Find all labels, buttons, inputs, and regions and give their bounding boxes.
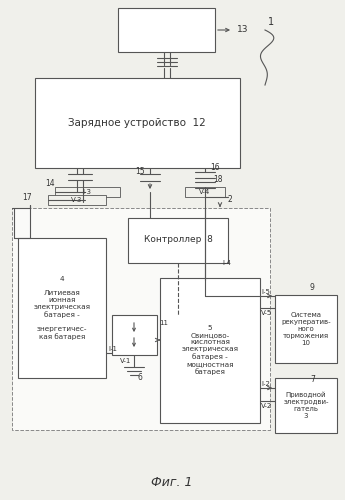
- Text: Система
рекуператив-
ного
торможения
10: Система рекуператив- ного торможения 10: [281, 312, 331, 346]
- Bar: [12, 208, 270, 430]
- Text: 2: 2: [228, 196, 233, 204]
- Text: 17: 17: [22, 194, 32, 202]
- Text: I-5: I-5: [261, 289, 270, 295]
- Text: 6: 6: [137, 372, 142, 382]
- Bar: [55, 187, 120, 197]
- Text: I-1: I-1: [108, 346, 117, 352]
- Text: 7: 7: [310, 376, 315, 384]
- Text: 14: 14: [45, 178, 55, 188]
- Text: 15: 15: [135, 168, 145, 176]
- Bar: [128, 218, 228, 263]
- Text: 16: 16: [210, 164, 220, 172]
- Bar: [185, 187, 225, 197]
- Text: V-3: V-3: [71, 197, 83, 203]
- Text: 18: 18: [213, 176, 223, 184]
- Bar: [275, 378, 337, 433]
- Text: Контроллер  8: Контроллер 8: [144, 236, 213, 244]
- Bar: [112, 315, 157, 355]
- Text: V-2: V-2: [261, 403, 272, 409]
- Text: I-4: I-4: [222, 260, 231, 266]
- Text: Зарядное устройство  12: Зарядное устройство 12: [68, 118, 206, 128]
- Text: I-3: I-3: [82, 189, 91, 195]
- Bar: [160, 278, 260, 423]
- Bar: [48, 195, 106, 205]
- Text: Фиг. 1: Фиг. 1: [151, 476, 193, 488]
- Text: I-2: I-2: [261, 381, 270, 387]
- Text: V-1: V-1: [120, 358, 132, 364]
- Bar: [18, 238, 106, 378]
- Bar: [35, 78, 240, 168]
- Text: Приводной
электродви-
гатель
3: Приводной электродви- гатель 3: [283, 391, 329, 419]
- Bar: [118, 8, 215, 52]
- Text: 9: 9: [310, 284, 315, 292]
- Bar: [275, 295, 337, 363]
- Text: 11: 11: [159, 320, 168, 326]
- Text: 5
Свинцово-
кислотная
электрическая
батарея -
мощностная
батарея: 5 Свинцово- кислотная электрическая бата…: [181, 325, 238, 375]
- Text: V-4: V-4: [199, 189, 211, 195]
- Text: 13: 13: [237, 26, 248, 35]
- Text: 4

Литиевая
ионная
электрическая
батарея -

энергетичес-
кая батарея: 4 Литиевая ионная электрическая батарея …: [33, 276, 90, 340]
- Text: 1: 1: [268, 17, 274, 27]
- Text: V-5: V-5: [261, 310, 272, 316]
